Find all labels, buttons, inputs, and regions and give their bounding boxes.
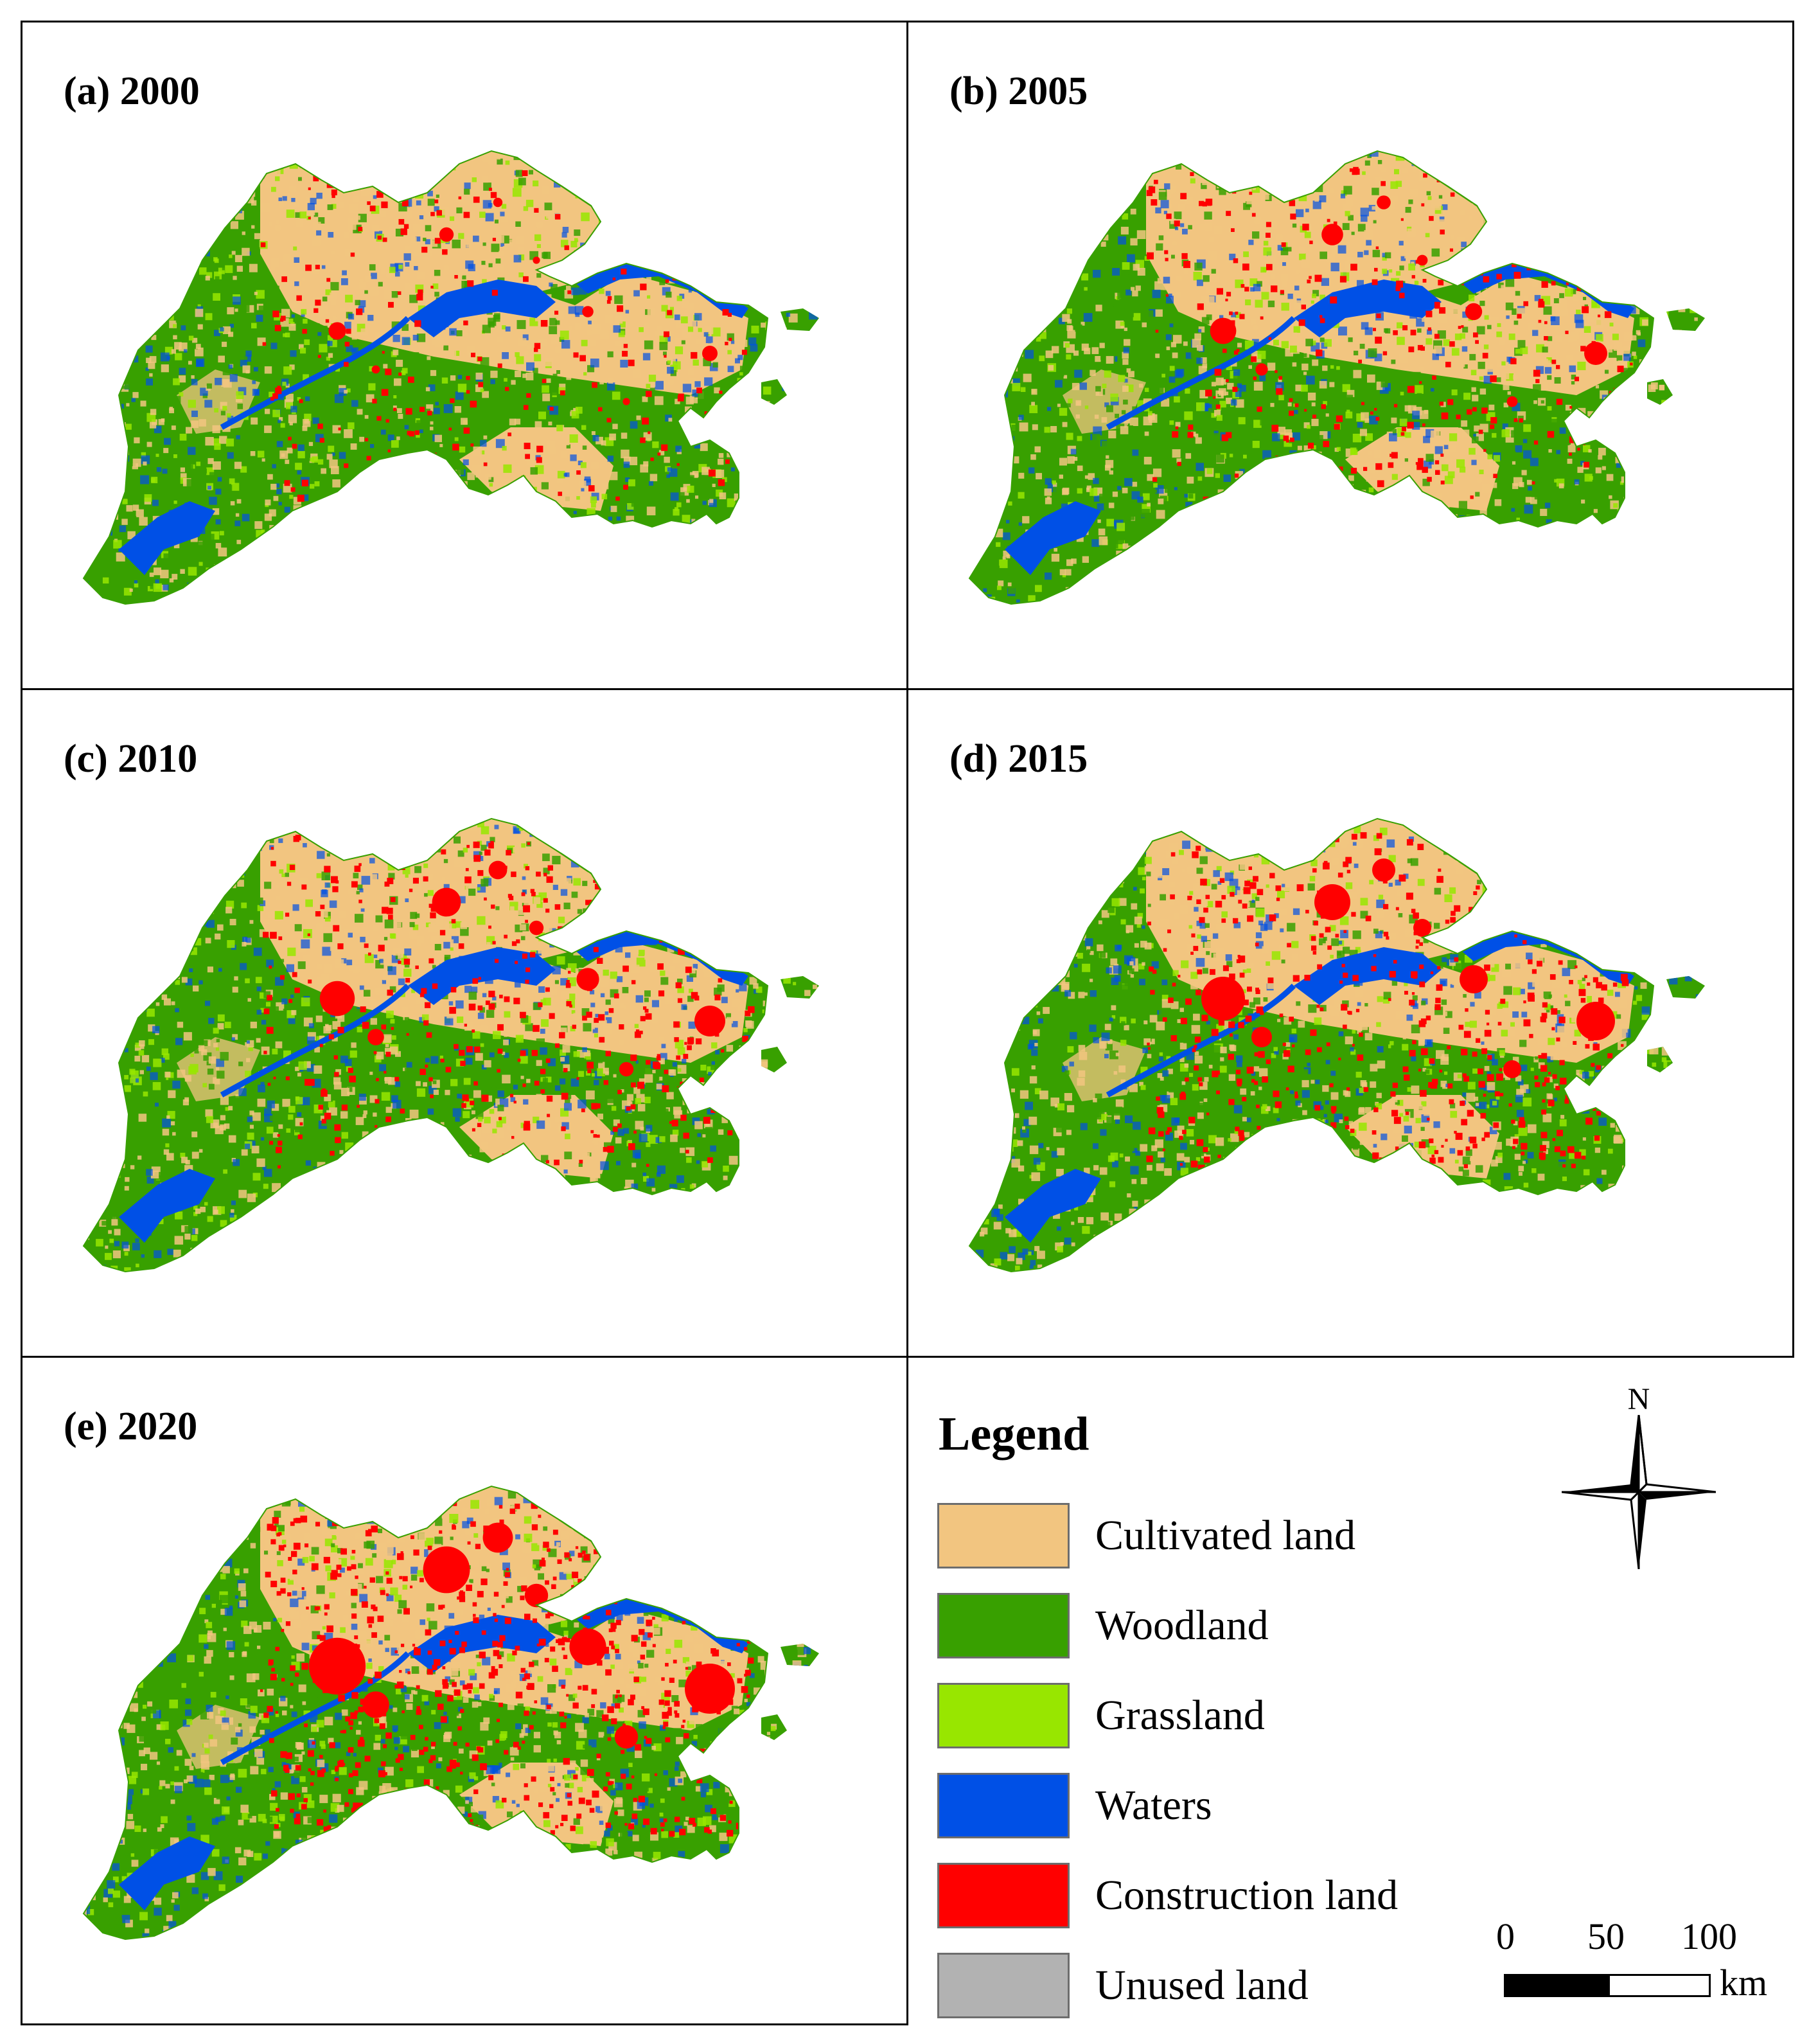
scale-bar-black [1504,1974,1609,1997]
scale-tick-label: 50 [1587,1915,1625,1957]
legend-label: Cultivated land [1095,1512,1356,1559]
panel-title: (c) 2010 [64,737,198,781]
map-panel-b: (b) 2005 [906,21,1794,690]
land-use-map [968,817,1705,1273]
legend-item-grassland: Grassland [937,1682,1265,1749]
legend-swatch [937,1683,1070,1748]
north-arrow: N [1562,1382,1716,1569]
panel-title: (a) 2000 [64,69,200,113]
legend-swatch [937,1503,1070,1569]
scale-bar-white [1608,1974,1711,1997]
legend: Legend Cultivated land Woodland Grasslan… [906,1356,1794,2025]
legend-swatch [937,1773,1070,1838]
land-use-map [82,1485,819,1941]
north-arrow-icon [1562,1415,1716,1569]
legend-label: Grassland [1095,1692,1265,1739]
scale-bar: 0 50 100 km [1491,1915,1787,2018]
map-panel-e: (e) 2020 [21,1356,908,2025]
panel-title: (e) 2020 [64,1405,198,1448]
legend-label: Woodland [1095,1602,1269,1649]
land-use-map [82,817,819,1273]
land-use-map [82,150,819,605]
legend-label: Waters [1095,1782,1212,1829]
legend-label: Construction land [1095,1872,1399,1919]
legend-item-waters: Waters [937,1772,1212,1839]
map-panel-c: (c) 2010 [21,688,908,1358]
legend-swatch [937,1593,1070,1658]
land-use-map [968,150,1705,605]
scale-tick-label: 0 [1496,1915,1515,1957]
north-label: N [1627,1382,1650,1416]
legend-swatch [937,1863,1070,1928]
map-panel-d: (d) 2015 [906,688,1794,1358]
legend-item-construction-land: Construction land [937,1862,1398,1929]
legend-item-woodland: Woodland [937,1592,1269,1659]
legend-item-cultivated-land: Cultivated land [937,1502,1355,1569]
scale-unit: km [1720,1962,1768,2004]
legend-title: Legend [939,1408,1090,1461]
panel-title: (d) 2015 [949,737,1088,781]
legend-label: Unused land [1095,1962,1309,2009]
legend-item-unused-land: Unused land [937,1952,1309,2019]
legend-swatch [937,1953,1070,2018]
scale-tick-label: 100 [1681,1915,1737,1957]
map-panel-a: (a) 2000 [21,21,908,690]
panel-title: (b) 2005 [949,69,1088,113]
